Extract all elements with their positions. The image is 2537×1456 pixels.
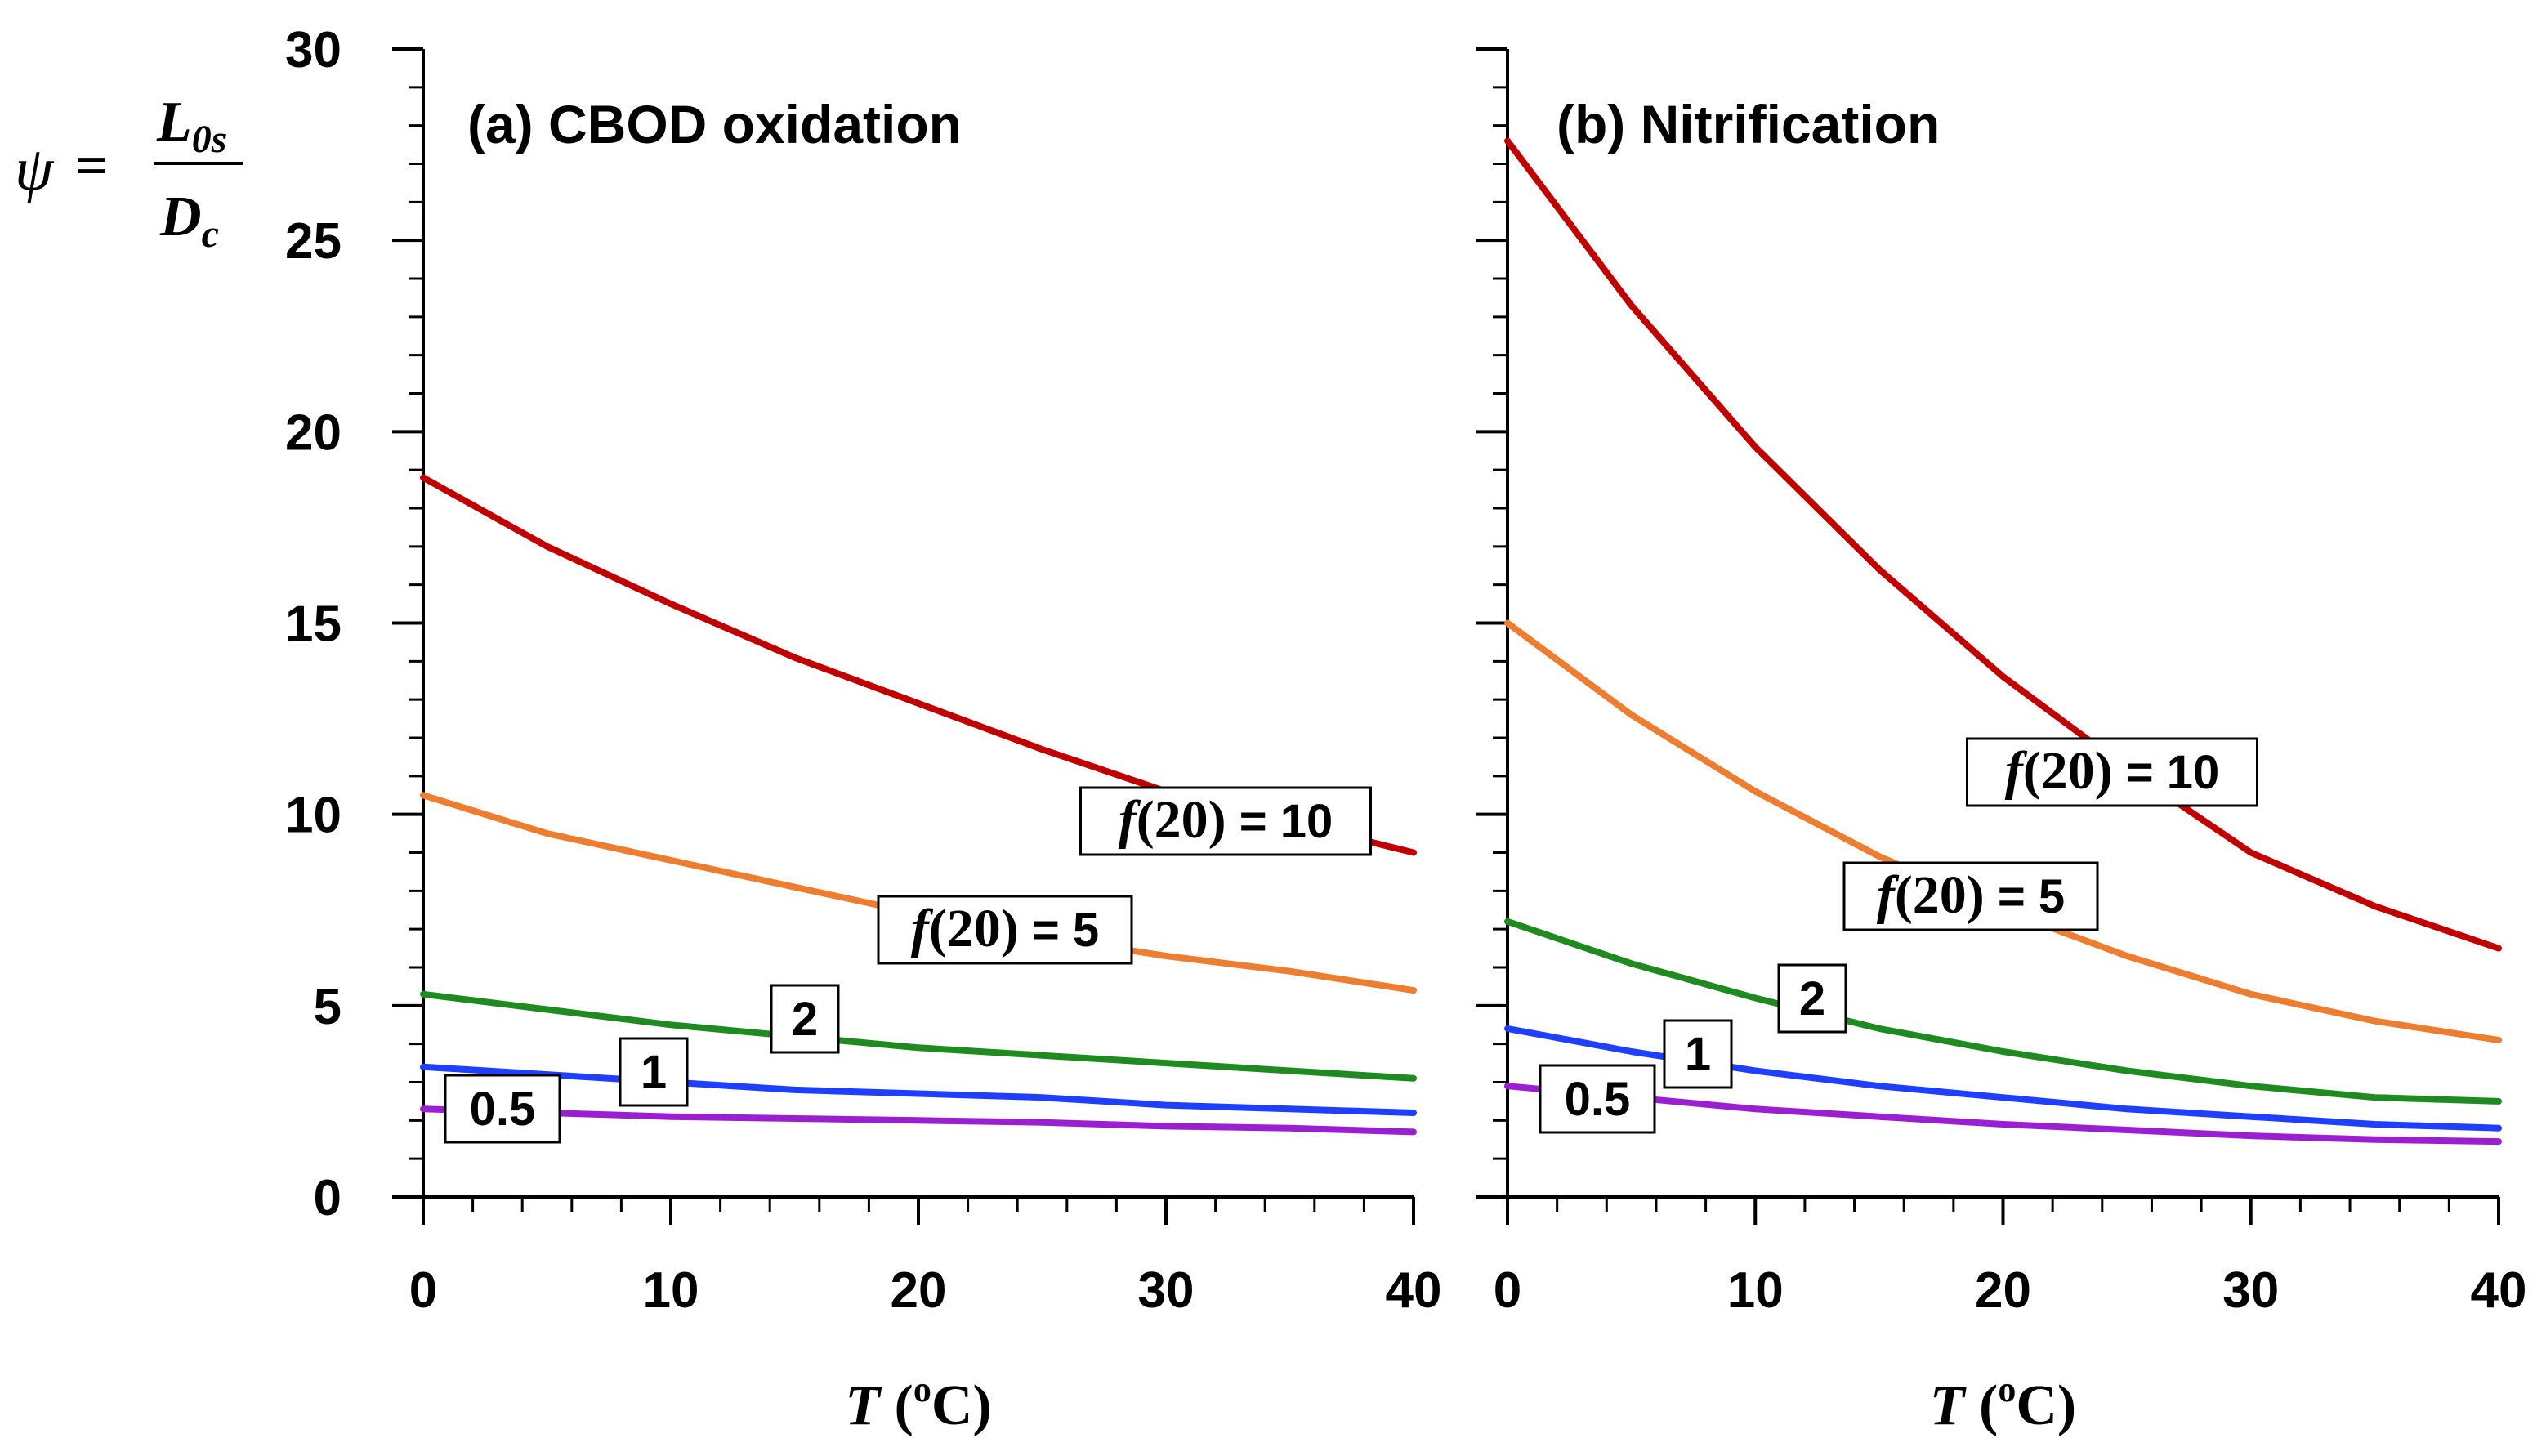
curve-label-text: f(20) = 10 — [1119, 790, 1333, 850]
series-line-0.5 — [1504, 1083, 2502, 1146]
x-axis-label: T (oC) — [1930, 1369, 2076, 1437]
f-value: = 5 — [1985, 870, 2065, 923]
curve-label: 2 — [770, 984, 840, 1054]
f-value: = 10 — [2113, 746, 2220, 799]
x-axis-unit: C) — [931, 1374, 992, 1437]
x-axis-degree: o — [913, 1369, 931, 1409]
f-argument: (20) — [2023, 741, 2113, 801]
y-label-psi: ψ — [15, 135, 55, 203]
series-line-1 — [420, 1063, 1417, 1116]
curve-label: 2 — [1777, 963, 1847, 1034]
curve-label-text: f(20) = 5 — [1877, 865, 2065, 925]
y-label-num-sub: 0s — [192, 118, 227, 161]
y-tick-label: 25 — [285, 213, 342, 270]
y-tick-label: 5 — [314, 979, 342, 1035]
y-label-denominator: Dc — [159, 185, 219, 256]
curve-label-text: 1 — [1685, 1028, 1711, 1081]
curve-label-box — [1842, 861, 2099, 931]
curve-label-text: 2 — [792, 993, 818, 1046]
y-label-numerator: L0s — [156, 91, 226, 161]
x-tick-label: 0 — [1494, 1262, 1521, 1319]
x-tick-label: 40 — [2471, 1262, 2527, 1319]
f-argument: (20) — [929, 899, 1019, 958]
x-tick-label: 30 — [2222, 1262, 2279, 1319]
curve-label: 1 — [1663, 1019, 1733, 1089]
curve-label-box — [1663, 1019, 1733, 1089]
curve-label-box — [1777, 963, 1847, 1034]
curve-label-text: 0.5 — [470, 1083, 536, 1136]
y-tick-label: 0 — [314, 1170, 342, 1226]
x-axis-symbol: T — [845, 1374, 882, 1437]
curve-label-text: f(20) = 5 — [911, 899, 1099, 958]
curve-label: 1 — [619, 1037, 689, 1107]
curve-label-box — [1966, 737, 2258, 807]
curve-label: f(20) = 5 — [877, 895, 1133, 965]
curve-label-text: f(20) = 10 — [2005, 741, 2220, 801]
curve-label-text: 2 — [1799, 972, 1825, 1025]
x-axis-paren: ( — [1965, 1374, 1999, 1437]
panel-title: (a) CBOD oxidation — [467, 94, 962, 154]
x-tick-label: 40 — [1386, 1262, 1442, 1319]
curve-label-box — [619, 1037, 689, 1107]
panel-a-cbod-oxidation: 0 5 10 15 20 25 30 0 10 20 30 40 (a) CBOD oxidation T… — [285, 22, 1441, 1437]
y-label-den-sub: c — [202, 212, 219, 256]
y-label-equals: = — [75, 135, 108, 198]
curve-label-box — [1539, 1064, 1656, 1134]
y-tick-label: 15 — [285, 596, 342, 653]
curve-label: 0.5 — [1539, 1064, 1656, 1134]
y-tick-label: 30 — [285, 22, 342, 78]
curve-label-text: 0.5 — [1565, 1073, 1631, 1126]
series-line-f-20-5 — [1504, 619, 2502, 1043]
x-axis-symbol: T — [1930, 1374, 1968, 1437]
curve-label: f(20) = 5 — [1842, 861, 2099, 931]
curve-label-text: 1 — [641, 1046, 667, 1099]
x-tick-label: 20 — [891, 1262, 947, 1319]
f-argument: (20) — [1137, 790, 1226, 850]
y-tick-label: 20 — [285, 404, 342, 461]
x-axis-degree: o — [1998, 1369, 2016, 1409]
curve-label-box — [1079, 786, 1372, 856]
curve-label: f(20) = 10 — [1079, 786, 1372, 856]
x-axis-paren: ( — [880, 1374, 913, 1437]
f-value: = 10 — [1226, 795, 1333, 848]
curve-label: f(20) = 10 — [1966, 737, 2258, 807]
y-axis-label: ψ = L0s Dc — [15, 91, 243, 256]
curve-label-box — [877, 895, 1133, 965]
series-line-f-20-10 — [1504, 137, 2502, 952]
y-label-den-main: D — [159, 185, 202, 248]
x-tick-label: 30 — [1138, 1262, 1195, 1319]
f-argument: (20) — [1895, 865, 1985, 925]
series-line-1 — [1504, 1025, 2502, 1132]
curve-label: 0.5 — [444, 1074, 561, 1144]
x-axis-label: T (oC) — [845, 1369, 991, 1437]
series-line-2 — [1504, 918, 2502, 1105]
y-tick-label: 10 — [285, 788, 342, 844]
series-line-2 — [420, 990, 1417, 1082]
series-line-0.5 — [420, 1105, 1417, 1136]
x-tick-label: 10 — [643, 1262, 699, 1319]
curve-label-box — [444, 1074, 561, 1144]
x-axis-unit: C) — [2016, 1374, 2076, 1437]
panel-b-nitrification: 0 10 20 30 40 (b) Nitrification T (oC) f(20) = … — [1476, 47, 2527, 1437]
x-tick-label: 20 — [1975, 1262, 2031, 1319]
x-tick-label: 10 — [1727, 1262, 1784, 1319]
f-value: = 5 — [1019, 904, 1099, 957]
curve-label-box — [770, 984, 840, 1054]
y-label-num-main: L — [156, 91, 192, 154]
x-tick-label: 0 — [409, 1262, 437, 1319]
panel-title: (b) Nitrification — [1557, 94, 1940, 154]
